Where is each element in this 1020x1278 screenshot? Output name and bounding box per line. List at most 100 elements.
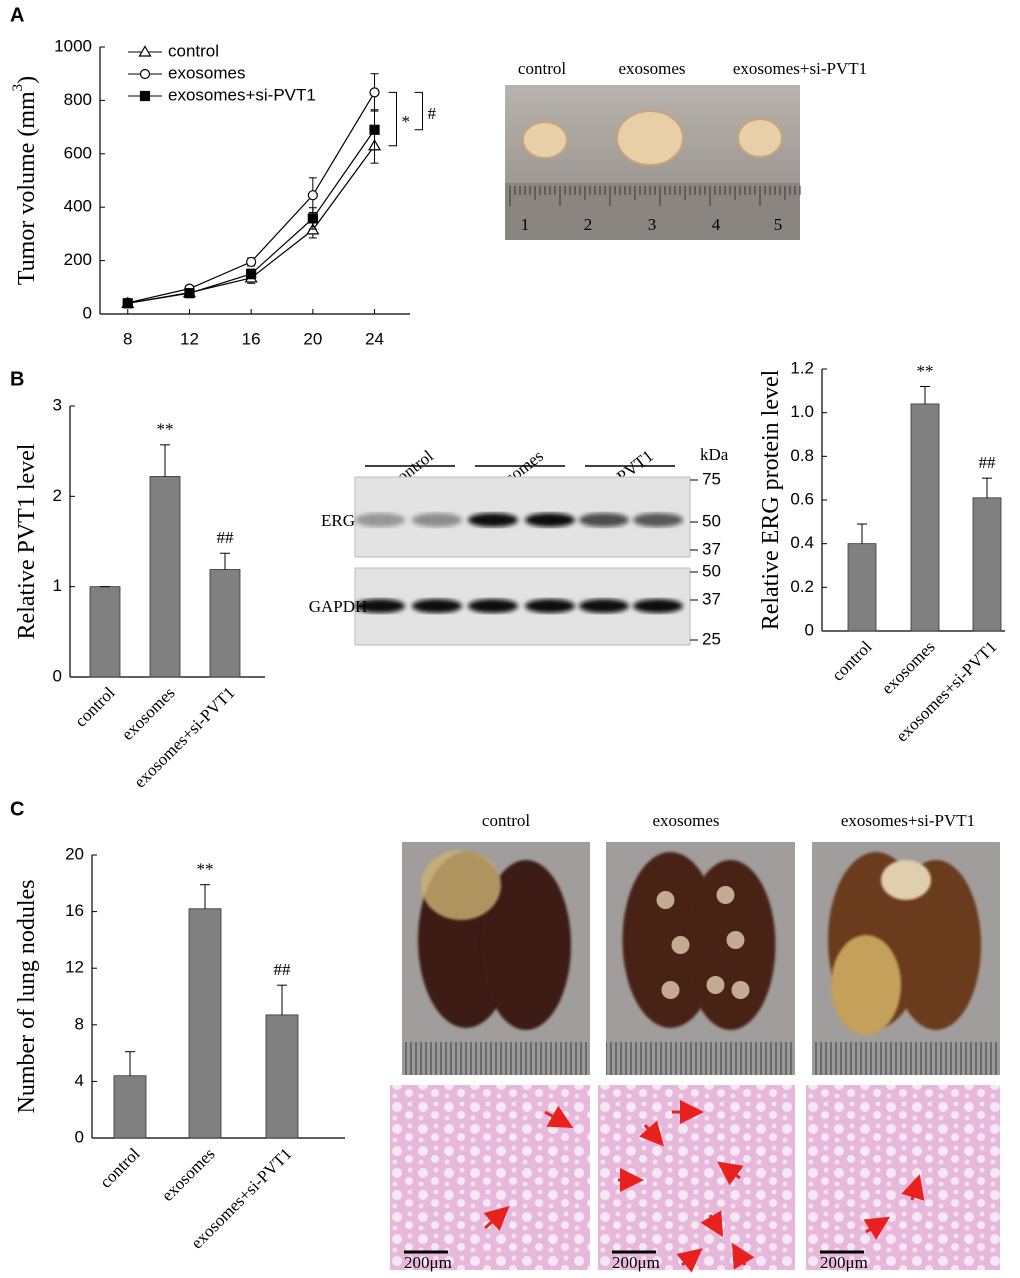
x-tick-label: 20 [303,329,322,348]
red-arrow [544,1105,574,1128]
bar [89,586,121,678]
photo-label: exosomes+si-PVT1 [841,811,975,830]
photo-label: exosomes [652,811,719,830]
y-axis-label-part: Relative PVT1 level [14,443,40,639]
x-tick-label: exosomes+si-PVT1 [130,683,238,791]
legend-marker [139,90,151,102]
significance-bracket [388,91,398,147]
y-tick-label: 20 [65,844,84,863]
photo-label: exosomes [618,59,685,78]
marker-label: 25 [702,629,721,648]
y-tick-label: 200 [64,250,92,269]
y-tick-label: 4 [75,1071,84,1090]
y-axis-label-part: ) [14,76,40,84]
lung-lobe [891,860,981,1030]
blot-unit: kDa [700,445,729,464]
significance-mark: ** [197,860,214,879]
blot-band [525,513,575,527]
marker-label: 37 [702,539,721,558]
red-arrow [863,1216,891,1240]
y-tick-label: 0 [75,1127,84,1146]
ruler [505,183,800,240]
photo-label: exosomes+si-PVT1 [733,59,867,78]
bar [188,908,222,1139]
marker-label: 50 [702,511,721,530]
blot-band [468,513,518,527]
red-arrow [717,1161,744,1186]
y-tick-label: 0.8 [790,446,814,465]
bar [972,497,1002,632]
panel-label: C [10,798,24,820]
blot-row-label: GAPDH [309,597,368,616]
lung-nodule [661,981,680,999]
y-tick-label: 0 [53,666,62,685]
y-axis-label-part: Number of lung nodules [14,880,40,1114]
legend-marker [139,68,151,80]
panel-label: A [10,4,24,26]
y-tick-label: 1 [53,576,62,595]
scale-bar-label: 200μm [404,1253,452,1272]
x-tick-label: 8 [123,329,132,348]
x-tick-label: control [71,683,119,731]
red-arrow [483,1205,510,1231]
data-point [122,298,133,309]
data-point [307,213,318,224]
blot-band [579,599,629,613]
y-tick-label: 12 [65,958,84,977]
ruler-number: 1 [521,215,530,234]
red-arrow [731,1242,755,1270]
data-point [369,87,380,98]
scale-bar-label: 200μm [612,1253,660,1272]
ruler-number: 4 [712,215,721,234]
lung-lobe [481,860,571,1030]
ruler-number: 3 [648,215,657,234]
x-tick-label: exosomes [158,1144,219,1205]
blot-band [579,513,629,527]
y-tick-label: 1.2 [790,358,814,377]
tumor [737,118,783,158]
ruler-number: 5 [774,215,783,234]
significance-mark: ## [274,960,292,979]
panel-label: B [10,368,24,390]
significance-bracket [414,91,424,131]
red-arrow [639,1120,664,1147]
x-tick-label: exosomes [878,637,939,698]
bar [910,403,940,632]
significance-mark: ** [917,361,934,380]
blot-band [633,513,683,527]
marker-label: 50 [702,561,721,580]
data-point [246,256,257,268]
x-tick-label: 16 [242,329,261,348]
y-axis-label-part: Tumor volume (mm [14,91,40,285]
blot-band [633,599,683,613]
ruler-number: 2 [584,215,593,234]
tumor [616,110,684,166]
y-tick-label: 0 [83,303,92,322]
bar [265,1014,299,1139]
y-tick-label: 400 [64,197,92,216]
lung-nodule [706,976,725,994]
marker-label: 75 [702,469,721,488]
y-axis-label: Relative PVT1 level [14,443,40,639]
red-arrow [700,1210,724,1238]
data-point [246,268,257,280]
y-axis-label-superscript: 3 [10,84,26,92]
significance-mark: # [428,104,437,123]
significance-mark: ## [979,453,997,472]
y-tick-label: 2 [53,486,62,505]
y-tick-label: 600 [64,143,92,162]
legend-label: exosomes+si-PVT1 [168,85,316,104]
lung-nodule [731,981,750,999]
y-tick-label: 1.0 [790,402,814,421]
blot-band [468,599,518,613]
lung-ruler [812,1042,1000,1075]
bar [209,569,241,678]
scale-bar-label: 200μm [820,1253,868,1272]
x-tick-label: 12 [180,329,199,348]
y-tick-label: 800 [64,90,92,109]
x-tick-label: exosomes [118,683,179,744]
blot-band [525,599,575,613]
data-point [307,190,318,201]
red-arrow [676,1248,703,1273]
